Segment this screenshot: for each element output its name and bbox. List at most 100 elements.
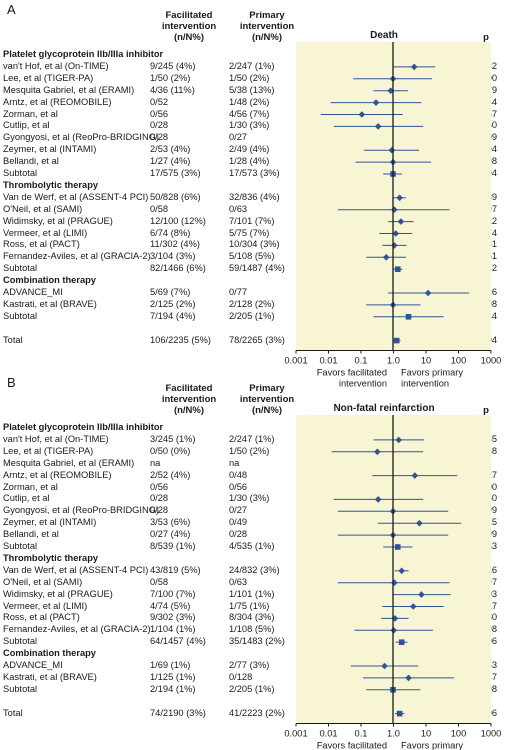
panel-reinfarction: B Facilitated intervention (n/N%) Primar…	[0, 373, 513, 750]
study-label: Bellandi, et al	[3, 529, 59, 540]
study-label: Lee, et al (TIGER-PA)	[3, 445, 94, 456]
facilitated-value: 0/56	[150, 108, 169, 119]
study-label: Gyongyosi, et al (ReoPro-BRIDGING)	[3, 505, 160, 516]
subtotal-label: Subtotal	[3, 168, 38, 178]
point-estimate	[396, 194, 403, 202]
pooled-estimate	[398, 639, 405, 645]
x-tick-label: 1000	[481, 729, 502, 739]
group-heading: Platelet glycoprotein IIb/IIIa inhibitor	[3, 422, 164, 432]
study-label: Gyongyosi, et al (ReoPro-BRIDGING)	[3, 132, 160, 143]
study-label: Vermeer, et al (LIMI)	[3, 227, 88, 238]
facilitated-value: 17/575 (3%)	[150, 168, 201, 178]
pooled-estimate	[396, 710, 403, 717]
panel-label: A	[7, 2, 16, 17]
primary-value: 4/56 (7%)	[229, 108, 270, 119]
point-estimate	[411, 472, 419, 479]
point-estimate	[392, 230, 400, 237]
facilitated-value: 74/2190 (3%)	[150, 707, 206, 718]
subtotal-label: Subtotal	[3, 683, 38, 694]
primary-value: 2/205 (1%)	[229, 683, 275, 694]
study-label: Vermeer, et al (LIMI)	[3, 600, 88, 611]
study-label: van't Hof, et al (On-TIME)	[3, 60, 109, 71]
primary-value: 35/1483 (2%)	[229, 636, 285, 647]
favors-facilitated-label: intervention	[339, 379, 387, 389]
point-estimate	[418, 591, 425, 598]
group-heading: Combination therapy	[3, 275, 96, 286]
pooled-estimate	[394, 266, 401, 272]
facilitated-value: 0/28	[150, 505, 169, 516]
primary-value: 0/27	[229, 132, 248, 143]
facilitated-value: 0/58	[150, 576, 169, 587]
panel-label: B	[7, 375, 16, 390]
primary-value: 41/2223 (2%)	[229, 707, 285, 718]
point-estimate	[398, 567, 405, 575]
facilitated-value: 4/74 (5%)	[150, 600, 191, 611]
x-tick-label: 100	[451, 356, 467, 366]
total-label: Total	[3, 334, 23, 345]
study-label: Arntz, et al (REOMOBILE)	[3, 469, 112, 480]
subtotal-label: Subtotal	[3, 636, 38, 647]
header-primary-line1: Primary	[249, 383, 285, 394]
point-estimate	[391, 206, 398, 213]
point-estimate	[374, 496, 382, 503]
facilitated-value: 0/58	[150, 203, 169, 214]
subtotal-label: Subtotal	[3, 310, 38, 321]
x-tick-label: 0.001	[284, 729, 307, 739]
study-label: Widimsky, et al (PRAGUE)	[3, 588, 113, 599]
primary-value: 0/63	[229, 203, 248, 214]
subtotal-label: Subtotal	[3, 263, 38, 274]
study-label: Ross, et al (PACT)	[3, 239, 80, 250]
favors-facilitated-label: Favors facilitated	[317, 368, 387, 378]
favors-primary-label: Favors primary	[401, 368, 463, 378]
facilitated-value: 0/27 (4%)	[150, 529, 191, 540]
facilitated-value: 9/302 (3%)	[150, 612, 196, 623]
facilitated-value: 0/56	[150, 481, 169, 492]
header-primary: Primary intervention (n/N%)	[226, 10, 308, 43]
header-facilitated-line3: (n/N%)	[173, 405, 205, 416]
point-estimate	[390, 627, 397, 634]
study-label: Van de Werf, et al (ASSENT-4 PCI)	[3, 564, 149, 575]
facilitated-value: 0/28	[150, 493, 169, 504]
study-label: Fernandez-Aviles, et al (GRACIA-2)	[3, 624, 151, 635]
favors-primary-label: intervention	[401, 379, 449, 389]
study-label: Mesquita Gabriel, et al (ERAMI)	[3, 457, 135, 468]
panel-death: A Facilitated intervention (n/N%) Primar…	[3, 2, 501, 389]
study-label: Kastrati, et al (BRAVE)	[3, 671, 97, 682]
study-label: Widimsky, et al (PRAGUE)	[3, 215, 113, 226]
study-label: ADVANCE_MI	[3, 287, 63, 297]
facilitated-value: 1/69 (1%)	[150, 660, 191, 670]
facilitated-value: 12/100 (12%)	[150, 215, 206, 226]
header-primary: Primary intervention (n/N%)	[226, 383, 308, 416]
header-primary-line3: (n/N%)	[251, 405, 283, 416]
point-estimate	[416, 519, 423, 527]
primary-value: 32/836 (4%)	[229, 191, 280, 202]
facilitated-value: 1/27 (4%)	[150, 156, 191, 167]
total-label: Total	[3, 707, 23, 718]
point-estimate	[410, 63, 418, 71]
plot-title: Death	[370, 30, 398, 41]
point-estimate	[424, 289, 432, 297]
primary-value: 0/49	[229, 517, 248, 528]
facilitated-value: 11/302 (4%)	[150, 239, 200, 250]
facilitated-value: 1/125 (1%)	[150, 671, 196, 682]
primary-value: 0/77	[229, 287, 248, 297]
x-tick-label: 0.1	[355, 356, 368, 366]
facilitated-value: 3/53 (6%)	[150, 517, 191, 528]
primary-value: 1/50 (2%)	[229, 445, 270, 456]
primary-value: 59/1487 (4%)	[229, 263, 285, 274]
favors-facilitated-label: Favors facilitated	[317, 741, 387, 750]
facilitated-value: 7/194 (4%)	[150, 310, 196, 321]
study-label: Zeymer, et al (INTAMI)	[3, 144, 97, 155]
primary-value: 0/48	[229, 469, 248, 480]
study-label: Cutlip, et al	[3, 120, 50, 131]
study-label: Zeymer, et al (INTAMI)	[3, 517, 97, 528]
point-estimate	[391, 242, 398, 249]
x-tick-label: 0.01	[319, 356, 337, 366]
facilitated-value: 2/52 (4%)	[150, 469, 191, 480]
primary-value: 78/2265 (3%)	[229, 334, 285, 345]
facilitated-value: 50/828 (6%)	[150, 191, 201, 202]
header-facilitated-line2: intervention	[161, 21, 217, 32]
study-label: O'Neil, et al (SAMI)	[3, 203, 83, 214]
primary-value: 0/56	[229, 481, 248, 492]
facilitated-value: 2/125 (2%)	[150, 298, 196, 309]
